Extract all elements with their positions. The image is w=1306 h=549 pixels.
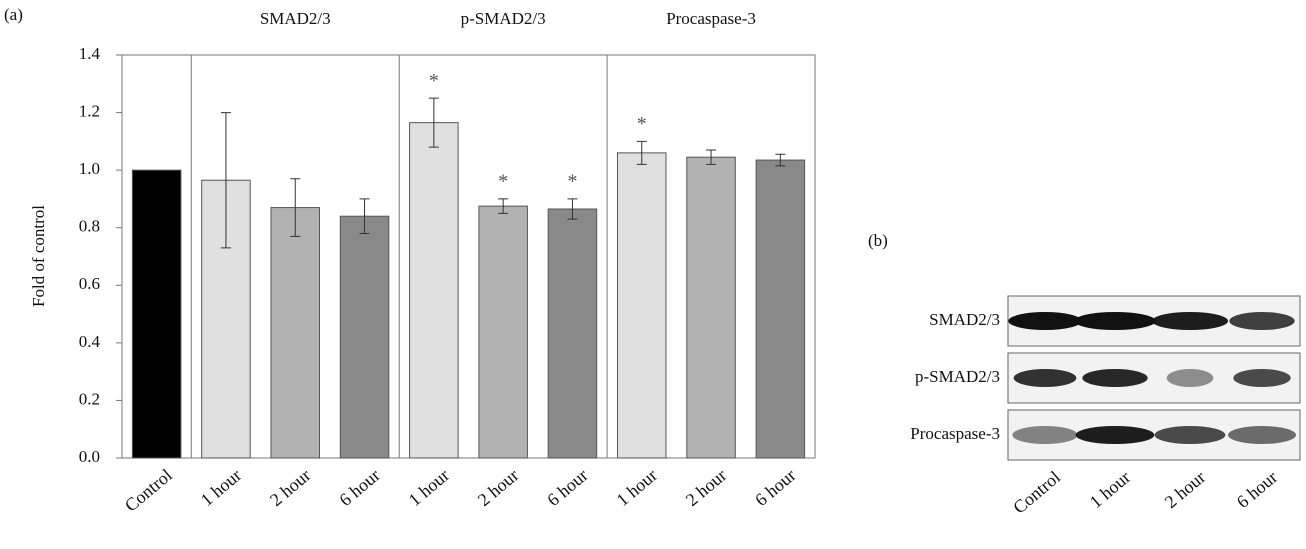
- bar: [410, 123, 459, 458]
- y-tick-label: 0.8: [79, 217, 100, 236]
- x-tick-label: 6 hour: [335, 465, 383, 510]
- blot-row-label: Procaspase-3: [910, 424, 1000, 443]
- significance-marker: *: [429, 70, 439, 92]
- bar: [617, 153, 666, 458]
- blot-lane-label: 6 hour: [1233, 467, 1281, 512]
- x-tick-label: 1 hour: [612, 465, 660, 510]
- x-tick-label: 1 hour: [197, 465, 245, 510]
- blot-band: [1233, 369, 1290, 387]
- y-tick-label: 0.6: [79, 274, 100, 293]
- y-tick-label: 1.2: [79, 101, 100, 120]
- y-tick-label: 1.4: [79, 44, 101, 63]
- panel-label: (b): [868, 231, 888, 250]
- x-tick-label: Control: [121, 465, 176, 516]
- bar: [340, 216, 389, 458]
- blot-band: [1076, 426, 1155, 444]
- significance-marker: *: [567, 171, 577, 193]
- blot-row-label: p-SMAD2/3: [915, 367, 1000, 386]
- blot-band: [1229, 312, 1294, 330]
- y-tick-label: 1.0: [79, 159, 100, 178]
- blot-lane-label: 1 hour: [1086, 467, 1134, 512]
- blot-band: [1228, 426, 1296, 444]
- significance-marker: *: [637, 113, 647, 135]
- y-tick-label: 0.0: [79, 447, 100, 466]
- blot-band: [1155, 426, 1226, 444]
- blot-row-label: SMAD2/3: [929, 310, 1000, 329]
- blot-band: [1082, 369, 1147, 387]
- blot-band: [1014, 369, 1077, 387]
- x-tick-label: 2 hour: [474, 465, 522, 510]
- y-tick-label: 0.4: [79, 332, 101, 351]
- x-tick-label: 6 hour: [751, 465, 799, 510]
- y-tick-label: 0.2: [79, 389, 100, 408]
- x-tick-label: 1 hour: [405, 465, 453, 510]
- x-tick-label: 2 hour: [682, 465, 730, 510]
- blot-band: [1012, 426, 1077, 444]
- group-label: p-SMAD2/3: [461, 9, 546, 28]
- blot-lane-label: Control: [1009, 467, 1064, 518]
- panel-label: (a): [4, 5, 23, 24]
- blot-band: [1167, 369, 1214, 387]
- y-axis-title: Fold of control: [29, 205, 48, 307]
- bar: [271, 208, 320, 458]
- significance-marker: *: [498, 171, 508, 193]
- blot-band: [1074, 312, 1155, 330]
- bar: [479, 206, 528, 458]
- blot-lane-label: 2 hour: [1161, 467, 1209, 512]
- x-tick-label: 2 hour: [266, 465, 314, 510]
- blot-band: [1008, 312, 1081, 330]
- blot-band: [1152, 312, 1228, 330]
- x-tick-label: 6 hour: [543, 465, 591, 510]
- bar: [132, 170, 181, 458]
- bar: [756, 160, 805, 458]
- figure: (a) (b) Fold of control 0.0 0.2 0.4 0.6 0.8 1…: [0, 0, 1306, 544]
- bar: [548, 209, 597, 458]
- group-label: Procaspase-3: [666, 9, 756, 28]
- group-label: SMAD2/3: [260, 9, 331, 28]
- bar: [687, 157, 736, 458]
